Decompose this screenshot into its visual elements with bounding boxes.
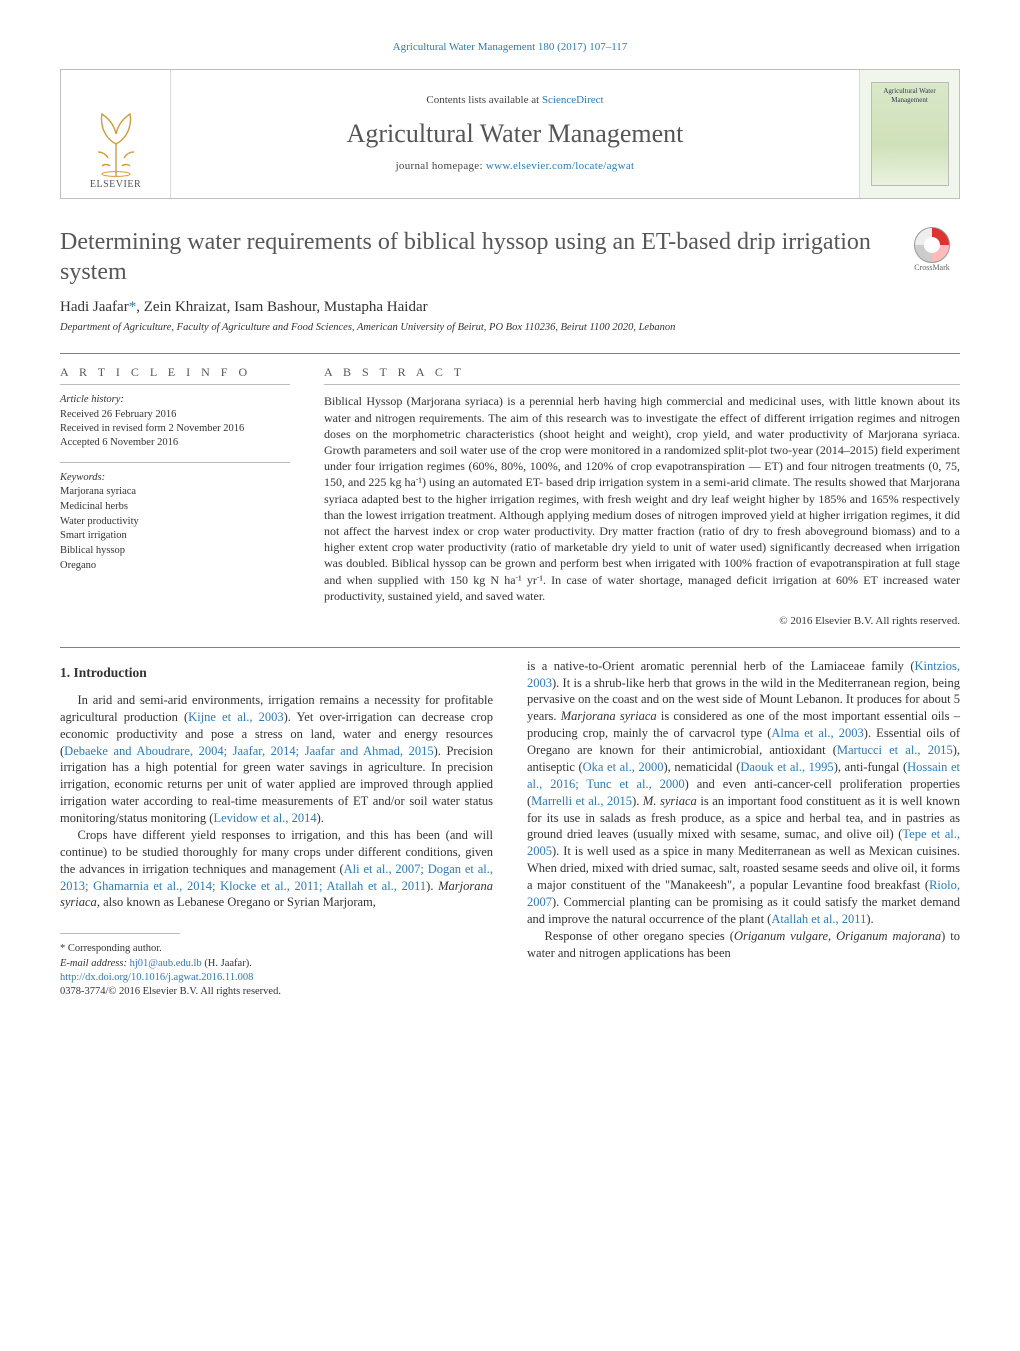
keywords-list: Marjorana syriaca Medicinal herbs Water … xyxy=(60,485,290,573)
elsevier-tree-icon xyxy=(86,108,146,178)
history-received: Received 26 February 2016 xyxy=(60,408,290,422)
body-columns: 1. Introduction In arid and semi-arid en… xyxy=(60,658,960,999)
sciencedirect-link[interactable]: ScienceDirect xyxy=(542,94,604,106)
history-accepted: Accepted 6 November 2016 xyxy=(60,436,290,450)
crossmark-label: CrossMark xyxy=(914,263,950,274)
affiliation: Department of Agriculture, Faculty of Ag… xyxy=(60,321,960,335)
crossmark-icon xyxy=(914,227,950,263)
crossmark-badge[interactable]: CrossMark xyxy=(904,227,960,274)
rule-top xyxy=(60,353,960,354)
article-meta-row: a r t i c l e i n f o Article history: R… xyxy=(60,364,960,628)
keyword: Marjorana syriaca xyxy=(60,485,290,500)
corresponding-author-note: Corresponding author. xyxy=(60,942,493,956)
rule-bottom xyxy=(60,647,960,648)
publisher-name: ELSEVIER xyxy=(90,178,141,192)
homepage-prefix: journal homepage: xyxy=(396,160,486,172)
history-revised: Received in revised form 2 November 2016 xyxy=(60,422,290,436)
doi-line: http://dx.doi.org/10.1016/j.agwat.2016.1… xyxy=(60,971,493,985)
keywords-label: Keywords: xyxy=(60,471,290,485)
contents-line: Contents lists available at ScienceDirec… xyxy=(426,93,603,108)
masthead: ELSEVIER Contents lists available at Sci… xyxy=(60,69,960,199)
article-info-heading: a r t i c l e i n f o xyxy=(60,364,290,380)
homepage-line: journal homepage: www.elsevier.com/locat… xyxy=(396,159,635,174)
body-paragraph: Crops have different yield responses to … xyxy=(60,827,493,911)
contents-prefix: Contents lists available at xyxy=(426,94,541,106)
keyword: Water productivity xyxy=(60,515,290,530)
body-paragraph: is a native-to-Orient aromatic perennial… xyxy=(527,658,960,928)
keyword: Oregano xyxy=(60,559,290,574)
journal-cover-thumb: Agricultural Water Management xyxy=(859,70,959,198)
running-head: Agricultural Water Management 180 (2017)… xyxy=(60,40,960,55)
body-paragraph: Response of other oregano species (Origa… xyxy=(527,928,960,962)
authors-line: Hadi Jaafar*, Zein Khraizat, Isam Bashou… xyxy=(60,297,960,317)
publisher-logo-block: ELSEVIER xyxy=(61,70,171,198)
history-label: Article history: xyxy=(60,393,290,407)
section-heading-1: 1. Introduction xyxy=(60,664,493,682)
body-paragraph: In arid and semi-arid environments, irri… xyxy=(60,692,493,827)
abstract-block: a b s t r a c t Biblical Hyssop (Marjora… xyxy=(324,364,960,628)
email-label: E-mail address: xyxy=(60,958,130,969)
thinrule-1 xyxy=(60,384,290,385)
issn-line: 0378-3774/© 2016 Elsevier B.V. All right… xyxy=(60,985,493,999)
keyword: Medicinal herbs xyxy=(60,500,290,515)
abstract-heading: a b s t r a c t xyxy=(324,364,960,380)
email-paren: (H. Jaafar). xyxy=(202,958,252,969)
email-line: E-mail address: hj01@aub.edu.lb (H. Jaaf… xyxy=(60,957,493,971)
cover-thumb-caption: Agricultural Water Management xyxy=(871,82,949,186)
homepage-link[interactable]: www.elsevier.com/locate/agwat xyxy=(486,160,635,172)
footnote-rule xyxy=(60,933,180,934)
journal-name: Agricultural Water Management xyxy=(347,116,684,151)
thinrule-3 xyxy=(324,384,960,385)
keyword: Smart irrigation xyxy=(60,529,290,544)
abstract-body: Biblical Hyssop (Marjorana syriaca) is a… xyxy=(324,393,960,603)
abstract-copyright: © 2016 Elsevier B.V. All rights reserved… xyxy=(324,614,960,629)
doi-link[interactable]: http://dx.doi.org/10.1016/j.agwat.2016.1… xyxy=(60,972,253,983)
corresponding-footer: Corresponding author. E-mail address: hj… xyxy=(60,933,493,999)
article-info-block: a r t i c l e i n f o Article history: R… xyxy=(60,364,290,628)
article-title: Determining water requirements of biblic… xyxy=(60,227,890,287)
thinrule-2 xyxy=(60,462,290,463)
email-link[interactable]: hj01@aub.edu.lb xyxy=(130,958,202,969)
keyword: Biblical hyssop xyxy=(60,544,290,559)
